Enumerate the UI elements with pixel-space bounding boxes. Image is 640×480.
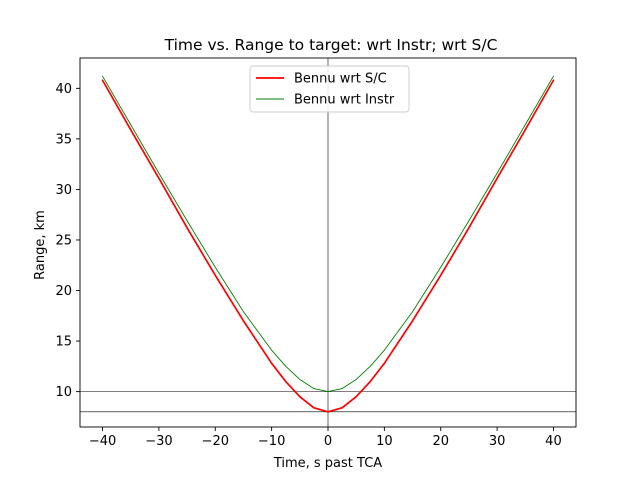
plot-area: −40 −30 −20 −10 0 10 20 30 40 10 15 20 25 30 35 40 Bennu… xyxy=(55,57,577,449)
y-tick-label: 25 xyxy=(55,233,72,248)
y-tick-label: 20 xyxy=(55,284,72,299)
legend-entry: Bennu wrt Instr xyxy=(294,93,395,108)
legend-entry: Bennu wrt S/C xyxy=(294,72,387,87)
legend-box xyxy=(249,65,410,113)
y-axis-label: Range, km xyxy=(33,210,48,280)
y-tick-label: 35 xyxy=(55,132,72,147)
x-tick-label: 30 xyxy=(489,434,506,449)
y-tick-label: 10 xyxy=(55,385,72,400)
x-tick-label: 0 xyxy=(324,434,332,449)
x-tick-label: 40 xyxy=(545,434,562,449)
y-tick-label: 40 xyxy=(55,82,72,97)
x-tick-label: 20 xyxy=(432,434,449,449)
x-tick-label: −10 xyxy=(258,434,285,449)
series-line-bennu-wrt-instr xyxy=(102,75,554,393)
y-tick-label: 30 xyxy=(55,183,72,198)
x-tick-label: 10 xyxy=(376,434,393,449)
series-line-bennu-wrt-sc xyxy=(101,79,555,413)
y-tick-label: 15 xyxy=(55,335,72,350)
x-tick-label: −30 xyxy=(145,434,172,449)
x-axis-label: Time, s past TCA xyxy=(273,456,382,471)
x-tick-label: −20 xyxy=(202,434,229,449)
x-tick-label: −40 xyxy=(89,434,116,449)
chart-title: Time vs. Range to target: wrt Instr; wrt… xyxy=(164,36,498,54)
